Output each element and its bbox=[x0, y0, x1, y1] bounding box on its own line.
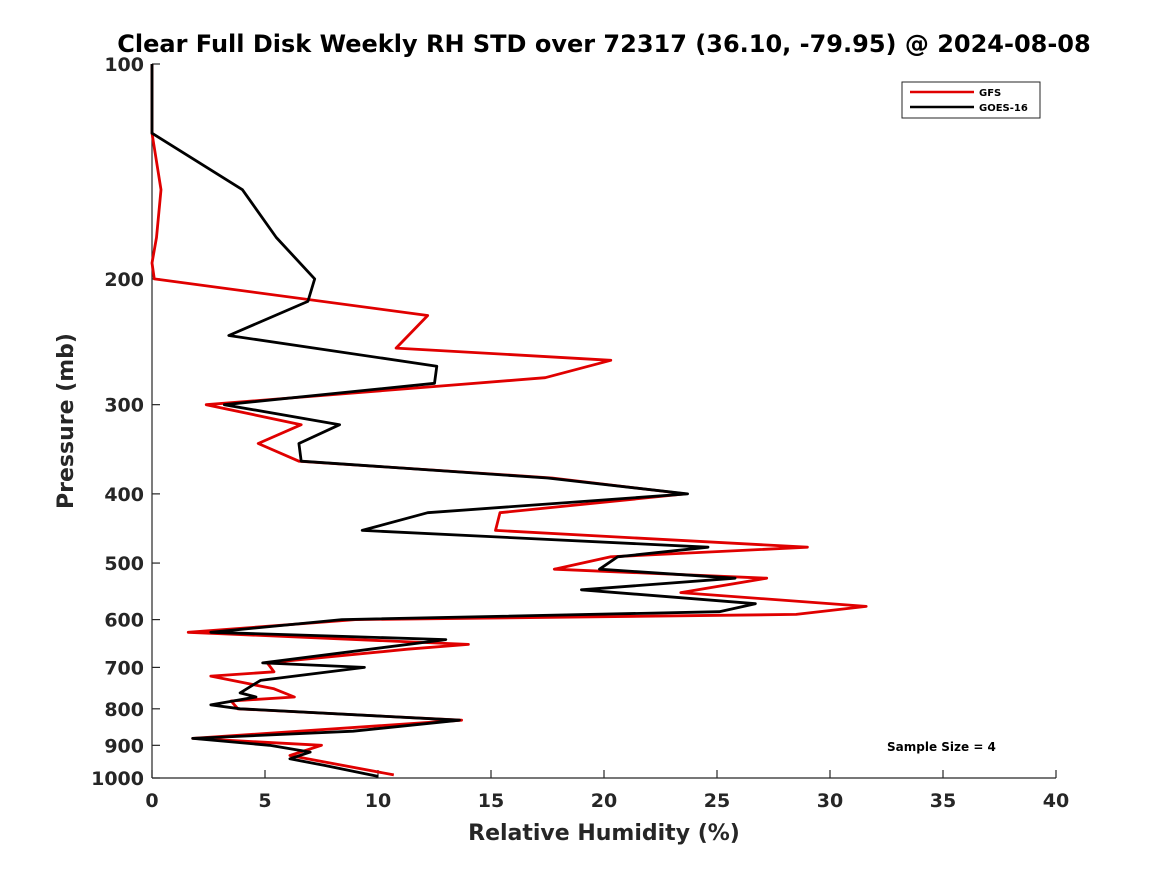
x-tick-label: 0 bbox=[145, 790, 158, 812]
x-tick-label: 25 bbox=[704, 790, 730, 812]
y-tick-label: 700 bbox=[104, 657, 144, 679]
x-axis-label: Relative Humidity (%) bbox=[468, 821, 740, 846]
y-axis-label: Pressure (mb) bbox=[54, 333, 79, 509]
x-tick-label: 20 bbox=[591, 790, 617, 812]
y-tick-label: 400 bbox=[104, 484, 144, 506]
x-ticks: 0 5 10 15 20 25 30 35 40 bbox=[145, 770, 1069, 812]
y-tick-label: 500 bbox=[104, 553, 144, 575]
series-line-gfs bbox=[150, 64, 868, 777]
x-tick-label: 10 bbox=[365, 790, 391, 812]
x-tick-label: 5 bbox=[258, 790, 271, 812]
y-tick-label: 300 bbox=[104, 395, 144, 417]
x-tick-label: 15 bbox=[478, 790, 504, 812]
legend: GFS GOES-16 bbox=[901, 81, 1041, 119]
legend-label-goes-16: GOES-16 bbox=[979, 103, 1028, 114]
x-tick-label: 40 bbox=[1043, 790, 1069, 812]
x-tick-label: 35 bbox=[930, 790, 956, 812]
series-layer bbox=[150, 64, 868, 778]
y-tick-label: 800 bbox=[104, 699, 144, 721]
x-tick-label: 30 bbox=[817, 790, 843, 812]
y-ticks: 100 200 300 400 500 600 700 800 900 1000 bbox=[91, 54, 160, 790]
sample-size-annotation: Sample Size = 4 bbox=[887, 740, 996, 754]
y-tick-label: 600 bbox=[104, 610, 144, 632]
y-tick-label: 1000 bbox=[91, 768, 144, 790]
series-line-goes-16 bbox=[150, 64, 757, 778]
y-tick-label: 900 bbox=[104, 735, 144, 757]
legend-box bbox=[901, 81, 1041, 119]
legend-label-gfs: GFS bbox=[979, 88, 1001, 99]
y-tick-label: 200 bbox=[104, 269, 144, 291]
chart-title: Clear Full Disk Weekly RH STD over 72317… bbox=[117, 30, 1090, 58]
y-tick-label: 100 bbox=[104, 54, 144, 76]
